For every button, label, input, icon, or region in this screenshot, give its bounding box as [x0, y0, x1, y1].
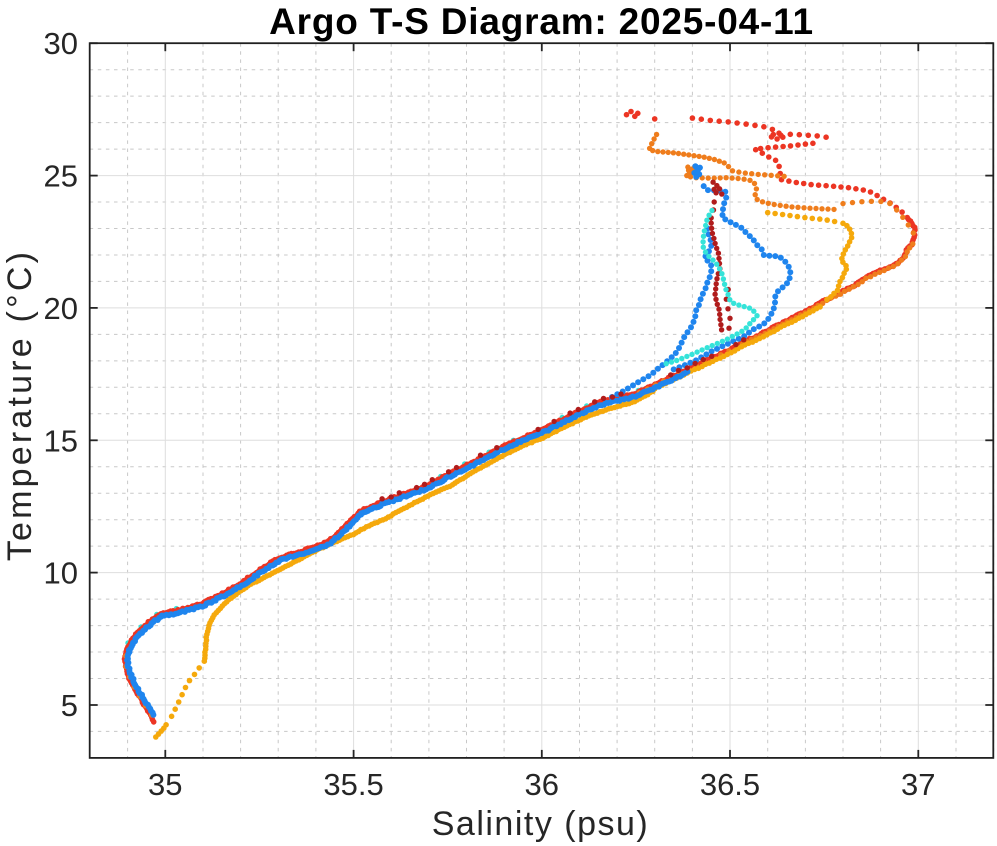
svg-text:25: 25 [44, 159, 78, 194]
svg-text:35: 35 [148, 767, 182, 802]
svg-text:20: 20 [44, 291, 78, 326]
svg-text:Salinity (psu): Salinity (psu) [432, 805, 650, 843]
svg-text:36: 36 [525, 767, 559, 802]
svg-text:35.5: 35.5 [323, 767, 383, 802]
svg-text:36.5: 36.5 [700, 767, 760, 802]
svg-text:Temperature (°C): Temperature (°C) [1, 249, 39, 561]
svg-text:10: 10 [44, 556, 78, 591]
svg-text:15: 15 [44, 423, 78, 458]
svg-text:37: 37 [901, 767, 935, 802]
svg-text:30: 30 [44, 26, 78, 61]
svg-text:Argo T-S Diagram: 2025-04-11: Argo T-S Diagram: 2025-04-11 [269, 1, 814, 42]
svg-text:5: 5 [61, 688, 78, 723]
